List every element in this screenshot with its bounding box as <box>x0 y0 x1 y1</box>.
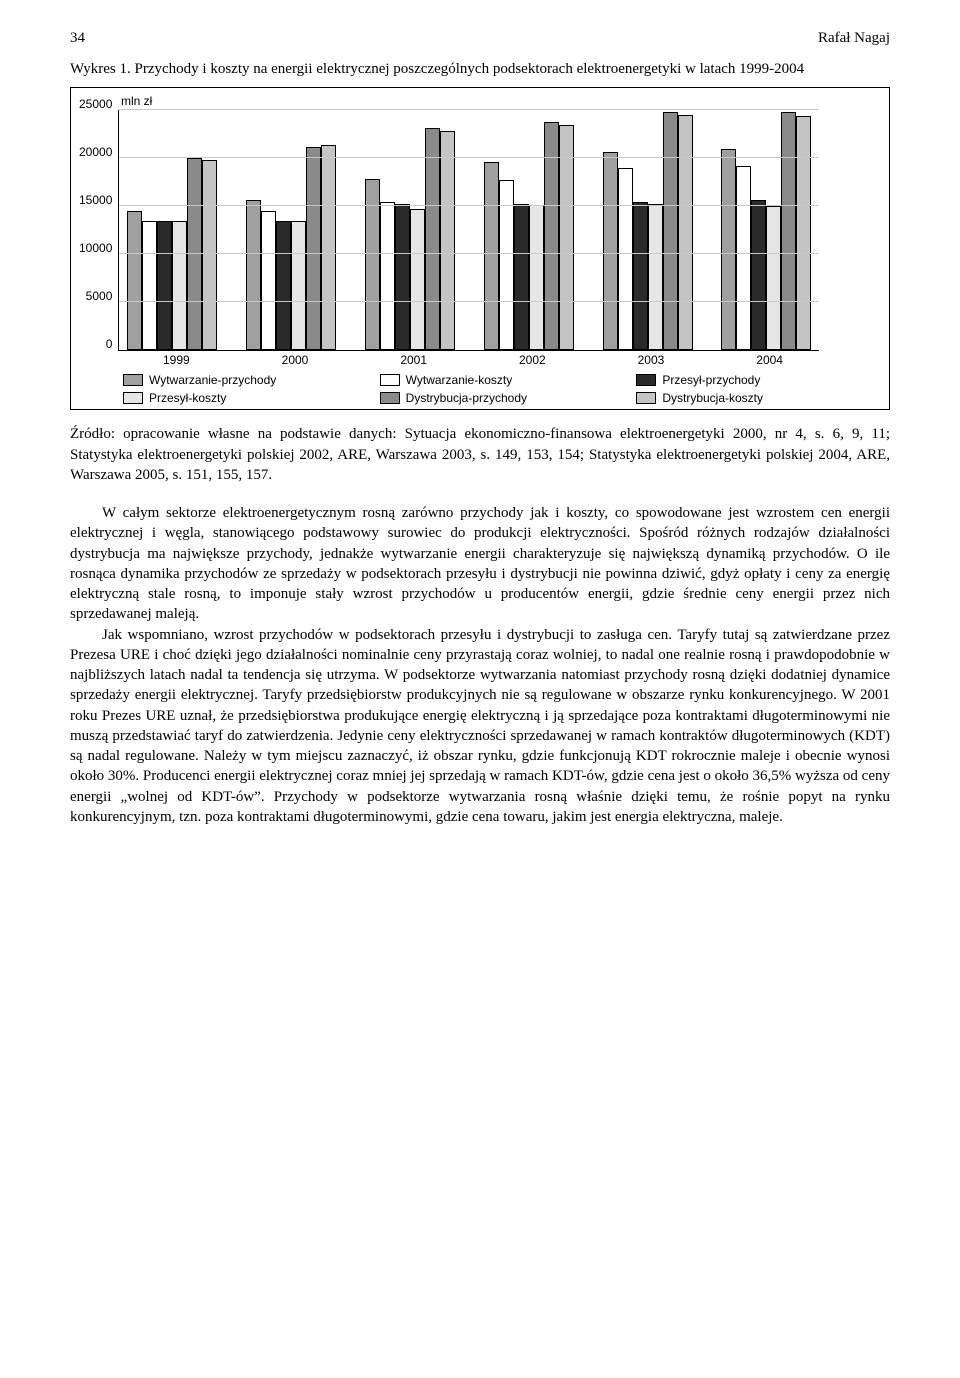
chart-bar <box>514 204 529 350</box>
chart-bar <box>559 125 574 351</box>
x-tick-label: 2004 <box>756 353 783 367</box>
chart-bar <box>633 202 648 350</box>
legend-label: Dystrybucja-koszty <box>662 391 763 405</box>
chart-year-group <box>365 128 455 351</box>
chart-container: mln zł 2500020000150001000050000 1999 200… <box>70 87 890 410</box>
x-tick-label: 2000 <box>282 353 309 367</box>
running-head-author: Rafał Nagaj <box>818 30 890 47</box>
legend-item: Dystrybucja-koszty <box>636 391 881 405</box>
legend-swatch <box>123 374 143 386</box>
chart-bar <box>425 128 440 351</box>
legend-item: Przesył-koszty <box>123 391 368 405</box>
chart-bar <box>440 131 455 350</box>
chart-unit-label: mln zł <box>121 94 881 108</box>
legend-swatch <box>380 392 400 404</box>
chart-bar <box>751 200 766 351</box>
chart-legend: Wytwarzanie-przychody Wytwarzanie-koszty P… <box>123 373 881 405</box>
chart-bar <box>544 122 559 350</box>
chart-year-group <box>603 112 693 350</box>
chart-year-group <box>127 158 217 350</box>
body-paragraph: Jak wspomniano, wzrost przychodów w pods… <box>70 625 890 828</box>
legend-swatch <box>636 392 656 404</box>
chart-bar <box>157 221 172 351</box>
legend-item: Dystrybucja-przychody <box>380 391 625 405</box>
chart-plot <box>118 110 819 351</box>
chart-bar <box>321 145 336 350</box>
chart-year-group <box>484 122 574 350</box>
legend-label: Przesył-koszty <box>149 391 226 405</box>
chart-bar <box>781 112 796 350</box>
legend-label: Dystrybucja-przychody <box>406 391 527 405</box>
chart-year-group <box>721 112 811 350</box>
chart-caption: Wykres 1. Przychody i koszty na energii … <box>70 59 890 79</box>
page-number: 34 <box>70 30 85 47</box>
legend-swatch <box>636 374 656 386</box>
chart-bar <box>736 166 751 350</box>
chart-bar <box>766 206 781 350</box>
legend-label: Wytwarzanie-przychody <box>149 373 276 387</box>
x-tick-label: 2001 <box>400 353 427 367</box>
legend-item: Wytwarzanie-przychody <box>123 373 368 387</box>
chart-bar <box>648 204 663 350</box>
chart-bar <box>721 149 736 351</box>
chart-bar <box>380 202 395 350</box>
x-tick-label: 1999 <box>163 353 190 367</box>
chart-source: Źródło: opracowanie własne na podstawie … <box>70 424 890 485</box>
chart-bar <box>261 211 276 350</box>
chart-bar <box>246 200 261 351</box>
chart-bar <box>395 204 410 350</box>
chart-bar <box>306 147 321 351</box>
chart-bar <box>618 168 633 350</box>
chart-bar <box>410 209 425 350</box>
legend-item: Przesył-przychody <box>636 373 881 387</box>
chart-y-axis: 2500020000150001000050000 <box>79 110 118 350</box>
chart-bar <box>142 221 157 351</box>
chart-bar <box>127 211 142 350</box>
legend-label: Wytwarzanie-koszty <box>406 373 513 387</box>
chart-bar <box>484 162 499 350</box>
chart-bar <box>202 160 217 350</box>
chart-year-group <box>246 145 336 350</box>
chart-bar <box>663 112 678 350</box>
chart-bar <box>678 115 693 350</box>
legend-label: Przesył-przychody <box>662 373 760 387</box>
chart-bar <box>187 158 202 350</box>
chart-bar <box>276 221 291 351</box>
body-paragraph: W całym sektorze elektroenergetycznym ro… <box>70 503 890 625</box>
chart-bar <box>603 152 618 351</box>
chart-bar <box>529 205 544 350</box>
legend-swatch <box>380 374 400 386</box>
x-tick-label: 2003 <box>638 353 665 367</box>
chart-bar <box>172 221 187 351</box>
chart-bar <box>796 116 811 350</box>
chart-bar <box>291 221 306 351</box>
legend-item: Wytwarzanie-koszty <box>380 373 625 387</box>
chart-x-axis: 1999 2000 2001 2002 2003 2004 <box>123 351 823 367</box>
x-tick-label: 2002 <box>519 353 546 367</box>
legend-swatch <box>123 392 143 404</box>
